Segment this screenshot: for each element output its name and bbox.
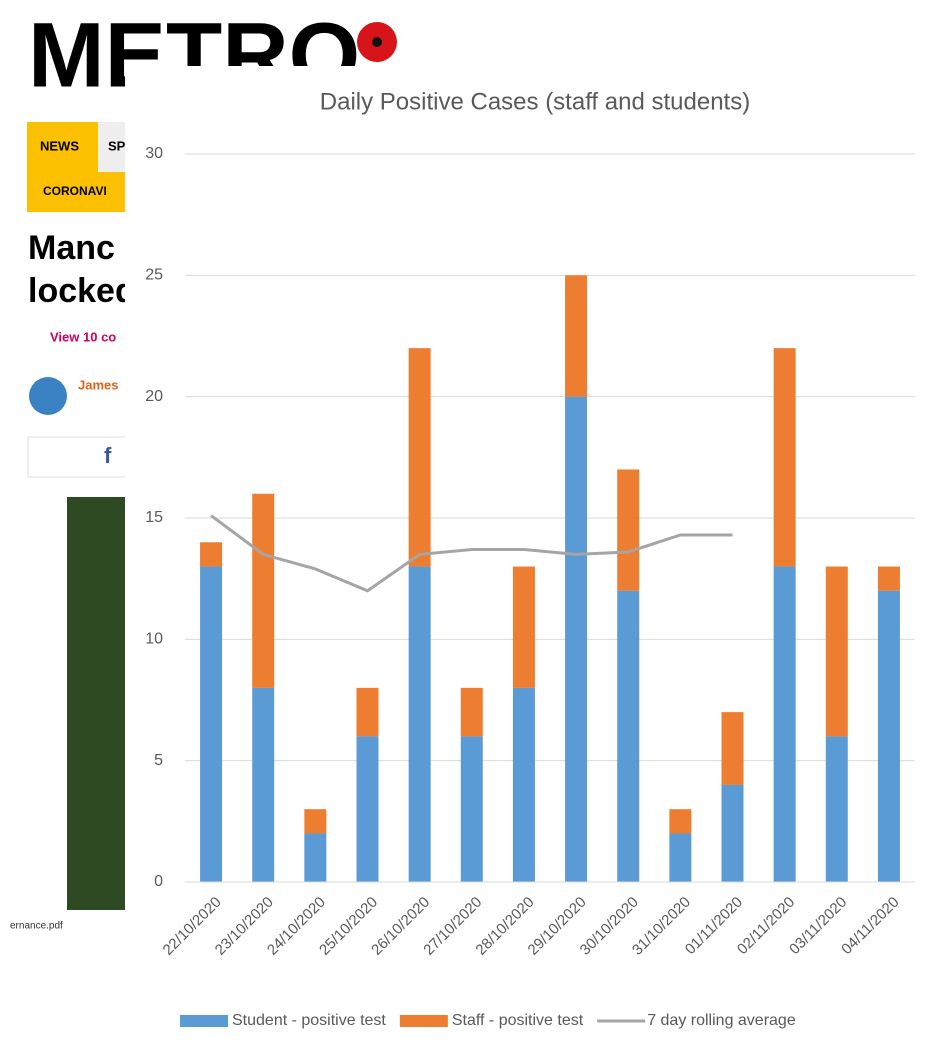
bar-segment [512,566,535,688]
bar-segment [877,566,900,591]
share-bar [27,436,139,478]
bar-segment [669,809,692,834]
bar-segment [252,493,275,688]
nav-item[interactable]: NEWS [40,138,79,153]
bar-segment [304,809,327,834]
article-image [67,497,127,910]
chart-title: Daily Positive Cases (staff and students… [320,88,750,115]
bar-segment [773,348,796,567]
bar-segment [200,542,223,567]
legend-swatch [180,1015,228,1027]
bar-segment [565,275,588,397]
bar-segment [200,566,223,882]
bar-segment [304,833,327,882]
bar-segment [356,736,379,882]
y-tick-label: 5 [154,752,163,769]
rolling-average-line [210,514,733,593]
bar-segment [721,712,744,785]
caption: ernance.pdf [10,921,63,932]
bar-segment [512,687,535,882]
bar-segment [460,736,483,882]
legend-swatch [399,1015,448,1027]
y-tick-label: 30 [145,145,163,162]
bar-segment [565,396,588,882]
y-tick-label: 0 [154,873,163,890]
headline: locked [28,272,136,310]
legend-label: 7 day rolling average [647,1012,796,1029]
headline: Manc [28,229,115,267]
bar-segment [460,687,483,737]
bar-segment [773,566,796,882]
legend-label: Staff - positive test [452,1012,584,1029]
poppy-center [372,37,382,47]
bar-segment [721,784,744,882]
bar-segment [408,348,431,567]
y-tick-label: 10 [145,631,163,648]
bar-segment [877,590,900,882]
bar-segment [356,687,379,737]
bar-segment [408,566,431,882]
nav-item[interactable]: CORONAVI [43,184,107,198]
author[interactable]: James [78,377,118,392]
legend-label: Student - positive test [232,1012,386,1029]
y-tick-label: 25 [145,267,163,284]
share-facebook[interactable]: f [104,443,112,468]
bar-segment [825,736,848,882]
bar-segment [252,687,275,882]
nav-item[interactable]: SP [108,138,126,153]
bar-segment [825,566,848,737]
nav-tab [98,122,128,172]
y-tick-label: 15 [145,509,163,526]
comments-link[interactable]: View 10 co [50,329,116,344]
y-tick-label: 20 [145,388,163,405]
avatar [29,377,67,415]
bar-segment [617,469,640,591]
bar-segment [617,590,640,882]
bar-segment [669,833,692,882]
